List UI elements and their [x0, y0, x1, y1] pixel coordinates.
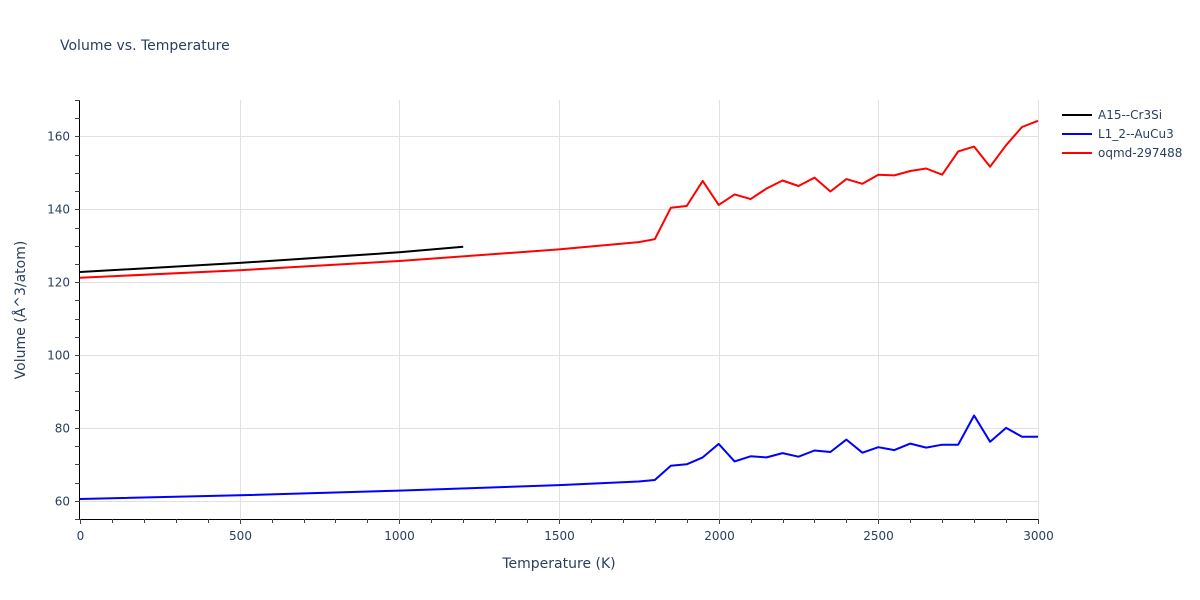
data-point[interactable] — [1035, 118, 1041, 124]
data-point[interactable] — [955, 442, 961, 448]
chart-title: Volume vs. Temperature — [60, 38, 230, 54]
data-point[interactable] — [652, 477, 658, 483]
data-point[interactable] — [923, 166, 929, 172]
legend-item[interactable]: A15--Cr3Si — [1062, 108, 1162, 122]
data-point[interactable] — [1035, 434, 1041, 440]
data-point[interactable] — [1003, 425, 1009, 431]
x-tick-label: 3000 — [1023, 529, 1054, 543]
x-tick-label: 2000 — [704, 529, 735, 543]
data-point[interactable] — [748, 453, 754, 459]
x-tick-label: 0 — [77, 529, 85, 543]
legend-item[interactable]: L1_2--AuCu3 — [1062, 127, 1174, 141]
data-point[interactable] — [668, 205, 674, 211]
grid-lines — [80, 100, 1039, 519]
y-axis-ticks: 60 80 100 120 140 160 — [47, 100, 80, 520]
y-tick-label: 120 — [47, 276, 70, 290]
y-tick-label: 60 — [55, 495, 70, 509]
series-line-a15-cr3si[interactable] — [79, 245, 464, 273]
data-point[interactable] — [1003, 142, 1009, 148]
data-point[interactable] — [396, 488, 402, 494]
data-point[interactable] — [812, 448, 818, 454]
data-point[interactable] — [732, 458, 738, 464]
data-point[interactable] — [237, 492, 243, 498]
data-point[interactable] — [748, 196, 754, 202]
data-point[interactable] — [923, 445, 929, 451]
legend-label: oqmd-297488 — [1098, 146, 1182, 160]
x-tick-label: 2500 — [863, 529, 894, 543]
data-point[interactable] — [780, 450, 786, 456]
data-point[interactable] — [987, 439, 993, 445]
data-point[interactable] — [716, 202, 722, 208]
data-point[interactable] — [732, 191, 738, 197]
data-point[interactable] — [636, 239, 642, 245]
data-point[interactable] — [684, 461, 690, 467]
data-point[interactable] — [636, 479, 642, 485]
data-point[interactable] — [796, 454, 802, 460]
x-axis-ticks: 0 500 1000 1500 2000 2500 3000 — [77, 519, 1054, 543]
data-point[interactable] — [668, 463, 674, 469]
y-tick-label: 100 — [47, 349, 70, 363]
data-point[interactable] — [460, 244, 466, 250]
data-point[interactable] — [780, 178, 786, 184]
data-point[interactable] — [907, 441, 913, 447]
data-point[interactable] — [764, 186, 770, 192]
data-point[interactable] — [237, 267, 243, 273]
y-tick-label: 80 — [55, 422, 70, 436]
y-tick-label: 160 — [47, 130, 70, 144]
data-point[interactable] — [843, 437, 849, 443]
data-point[interactable] — [907, 168, 913, 174]
data-point[interactable] — [843, 176, 849, 182]
data-point[interactable] — [827, 189, 833, 195]
data-point[interactable] — [987, 164, 993, 170]
data-point[interactable] — [556, 482, 562, 488]
data-point[interactable] — [891, 172, 897, 178]
x-tick-label: 1500 — [544, 529, 575, 543]
plot-area — [79, 118, 1041, 500]
x-axis-title: Temperature (K) — [501, 556, 615, 572]
data-point[interactable] — [796, 183, 802, 189]
x-tick-label: 1000 — [384, 529, 415, 543]
data-point[interactable] — [237, 260, 243, 266]
data-point[interactable] — [684, 203, 690, 209]
y-axis-title: Volume (Å^3/atom) — [12, 241, 29, 380]
data-point[interactable] — [939, 442, 945, 448]
legend-item[interactable]: oqmd-297488 — [1062, 146, 1182, 160]
legend[interactable]: A15--Cr3Si L1_2--AuCu3 oqmd-297488 — [1062, 108, 1182, 160]
data-point[interactable] — [1019, 124, 1025, 130]
data-point[interactable] — [875, 172, 881, 178]
y-tick-label: 140 — [47, 203, 70, 217]
series-line-oqmd-297488[interactable] — [79, 119, 1039, 279]
data-point[interactable] — [891, 447, 897, 453]
data-point[interactable] — [827, 449, 833, 455]
data-point[interactable] — [939, 172, 945, 178]
data-point[interactable] — [971, 144, 977, 150]
data-point[interactable] — [700, 454, 706, 460]
data-point[interactable] — [700, 178, 706, 184]
data-point[interactable] — [1019, 434, 1025, 440]
x-tick-label: 500 — [229, 529, 252, 543]
legend-label: L1_2--AuCu3 — [1098, 127, 1174, 141]
data-point[interactable] — [875, 444, 881, 450]
data-point[interactable] — [556, 246, 562, 252]
data-point[interactable] — [971, 413, 977, 419]
data-point[interactable] — [396, 249, 402, 255]
data-point[interactable] — [764, 454, 770, 460]
data-point[interactable] — [859, 450, 865, 456]
series-line-l1-2-aucu3[interactable] — [79, 414, 1038, 500]
data-point[interactable] — [955, 148, 961, 154]
legend-label: A15--Cr3Si — [1098, 108, 1162, 122]
data-point[interactable] — [812, 175, 818, 181]
data-point[interactable] — [652, 236, 658, 242]
data-point[interactable] — [859, 181, 865, 187]
data-point[interactable] — [396, 258, 402, 264]
data-point[interactable] — [716, 441, 722, 447]
